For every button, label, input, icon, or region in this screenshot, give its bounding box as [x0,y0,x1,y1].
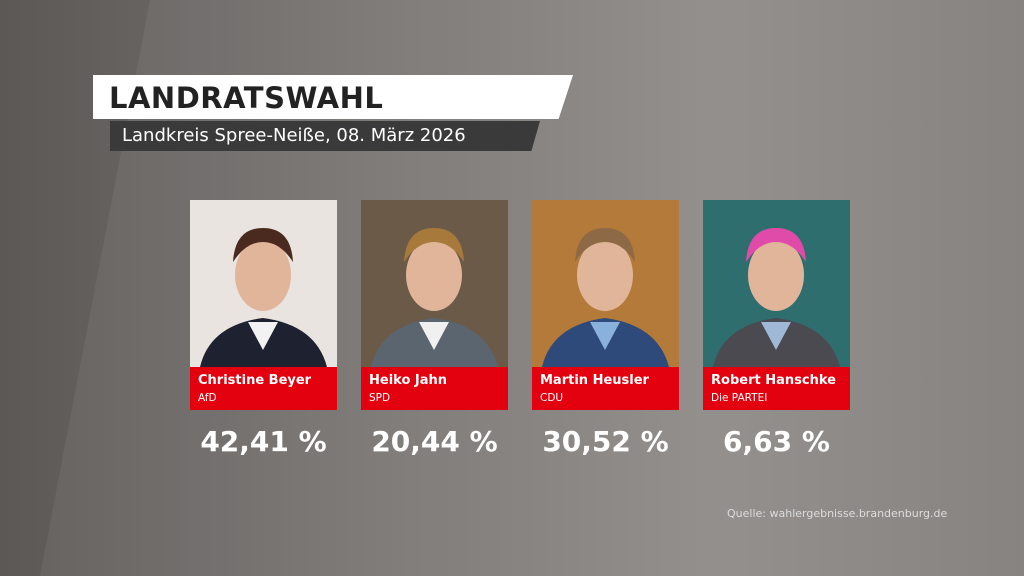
candidate-label: Christine Beyer AfD [190,367,337,410]
candidate-name: Christine Beyer [198,373,312,388]
source: Quelle: wahlergebnisse.brandenburg.de [727,507,948,520]
candidate-photo [703,200,850,367]
candidate-name: Heiko Jahn [369,373,448,388]
candidate-photo [361,200,508,367]
candidate-result: 42,41 % [200,425,327,458]
subtitle: Landkreis Spree-Neiße, 08. März 2026 [122,125,466,146]
candidate-photo [190,200,337,367]
candidate-result: 6,63 % [723,425,830,458]
candidate-name: Martin Heusler [540,373,649,388]
title: LANDRATSWAHL [109,81,384,115]
candidate-party: CDU [540,392,564,404]
candidate-label: Martin Heusler CDU [532,367,679,410]
subtitle-box: Landkreis Spree-Neiße, 08. März 2026 [110,121,540,151]
candidate-party: Die PARTEI [711,392,768,404]
candidate-card: Martin Heusler CDU 30,52 % [532,200,679,458]
candidate-label: Robert Hanschke Die PARTEI [703,367,850,410]
candidate-result: 30,52 % [542,425,669,458]
candidate-label: Heiko Jahn SPD [361,367,508,410]
candidate-party: AfD [198,392,217,404]
title-box: LANDRATSWAHL [93,75,573,119]
candidate-photo [532,200,679,367]
candidate-card: Heiko Jahn SPD 20,44 % [361,200,508,458]
candidate-party: SPD [369,392,391,404]
candidate-name: Robert Hanschke [711,373,836,388]
candidate-card: Christine Beyer AfD 42,41 % [190,200,337,458]
candidate-card: Robert Hanschke Die PARTEI 6,63 % [703,200,850,458]
candidate-result: 20,44 % [371,425,498,458]
